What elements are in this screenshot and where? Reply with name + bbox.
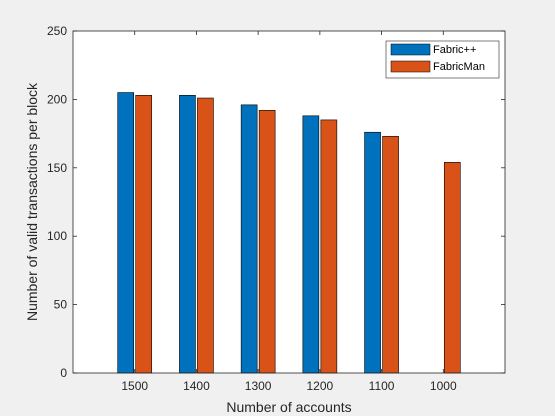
- bar-fabric-1200: [302, 115, 320, 374]
- y-tick-label-200: 200: [47, 92, 67, 106]
- x-axis-label: Number of accounts: [226, 399, 351, 415]
- bar-fabricman-1500: [135, 94, 153, 374]
- x-tick-label-1400: 1400: [183, 379, 210, 393]
- x-tick-label-1500: 1500: [121, 379, 148, 393]
- legend-swatch-fabricpp: [390, 43, 431, 56]
- axes-group: [72, 30, 506, 374]
- x-ticks-group: 1500 1400 1300 1200 1100 1000: [121, 31, 457, 393]
- legend-label-fabricman: FabricMan: [433, 61, 485, 73]
- y-tick-label-100: 100: [47, 229, 67, 243]
- y-tick-label-150: 150: [47, 161, 67, 175]
- legend-label-fabricpp: Fabric++: [433, 44, 476, 56]
- bar-fabricman-1100: [382, 136, 399, 374]
- x-tick-label-1100: 1100: [369, 379, 395, 393]
- axes-box: [72, 30, 506, 374]
- bar-fabricman-1400: [197, 97, 214, 374]
- bars-group: [117, 92, 461, 374]
- x-tick-label-1000: 1000: [430, 379, 457, 393]
- y-ticks-group: 0 50 100 150 200 250: [47, 24, 505, 380]
- bar-fabric-1300: [240, 104, 258, 374]
- y-tick-label-0: 0: [60, 366, 67, 380]
- x-tick-label-1200: 1200: [307, 379, 334, 393]
- legend-swatch-fabricman: [390, 60, 431, 73]
- bar-fabricman-1300: [258, 110, 276, 374]
- bar-fabric-1100: [364, 131, 381, 374]
- bar-fabricman-1000: [443, 162, 461, 374]
- legend: Fabric++ FabricMan: [385, 40, 500, 79]
- y-axis-label: Number of valid transactions per block: [24, 82, 40, 321]
- y-tick-label-50: 50: [54, 298, 68, 312]
- bar-fabric-1500: [117, 92, 135, 374]
- bar-fabric-1400: [179, 94, 196, 374]
- y-tick-label-250: 250: [47, 24, 67, 38]
- bar-fabricman-1200: [320, 119, 338, 374]
- x-tick-label-1300: 1300: [245, 379, 272, 393]
